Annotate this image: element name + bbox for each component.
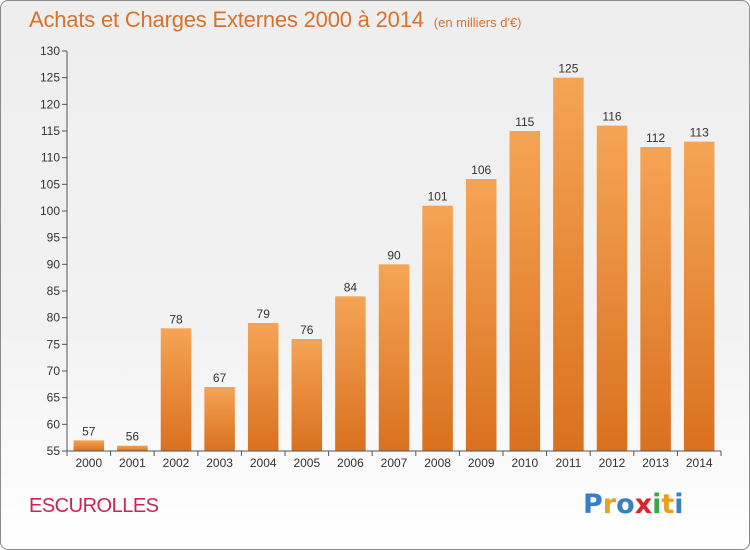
bar-2012[interactable]: [596, 125, 628, 452]
chart-title: Achats et Charges Externes 2000 à 2014: [29, 7, 424, 32]
value-label-2011: 125: [558, 62, 578, 76]
value-label-2001: 56: [126, 430, 140, 444]
x-tick-label-2014: 2014: [686, 456, 713, 470]
x-tick-label-2007: 2007: [381, 456, 408, 470]
value-label-2003: 67: [213, 371, 227, 385]
bar-2007[interactable]: [378, 264, 410, 451]
y-axis: 55 60 65 70 75 80 85 90 95 100 105 110 115 120 125 130: [40, 44, 68, 458]
bars-group: 57 56 78 67 79 76 84 90 101 106 115 125 116 112 113: [73, 62, 715, 452]
value-label-2013: 112: [646, 131, 665, 145]
x-tick-label-2012: 2012: [599, 456, 626, 470]
logo-letter: i: [652, 489, 662, 520]
bar-2013[interactable]: [640, 147, 671, 451]
y-tick-label: 75: [47, 337, 61, 351]
chart-subtitle: (en milliers d'€): [433, 15, 522, 30]
x-tick-label-2004: 2004: [250, 456, 277, 470]
value-label-2010: 115: [515, 115, 534, 129]
logo-letter: r: [602, 489, 617, 520]
bar-2002[interactable]: [160, 328, 192, 451]
y-tick-label: 120: [40, 97, 60, 111]
x-tick-label-2008: 2008: [424, 456, 451, 470]
x-axis: 2000 2001 2002 2003 2004 2005 2006 2007 2008 2009…: [66, 450, 722, 470]
value-label-2007: 90: [387, 248, 401, 262]
value-label-2004: 79: [257, 307, 271, 321]
bar-2011[interactable]: [553, 77, 584, 452]
value-label-2012: 116: [602, 110, 621, 124]
y-tick-label: 125: [40, 71, 60, 85]
logo-letter: P: [583, 489, 603, 520]
y-tick-label: 85: [47, 284, 61, 298]
x-tick-label-2011: 2011: [555, 456, 581, 470]
y-tick-label: 80: [47, 311, 61, 325]
x-tick-label-2002: 2002: [163, 456, 190, 470]
y-tick-label: 55: [47, 444, 61, 458]
y-tick-label: 105: [40, 177, 60, 191]
proxiti-logo[interactable]: Proxiti: [583, 489, 684, 520]
value-label-2005: 76: [300, 323, 314, 337]
bar-2010[interactable]: [509, 131, 541, 451]
logo-letter: i: [674, 489, 684, 520]
title-row: Achats et Charges Externes 2000 à 2014 (e…: [29, 7, 522, 33]
y-tick-label: 60: [47, 417, 61, 431]
bar-2009[interactable]: [465, 179, 497, 451]
y-tick-label: 110: [41, 151, 60, 165]
y-tick-label: 95: [47, 231, 61, 245]
x-tick-label-2010: 2010: [511, 456, 538, 470]
x-tick-label-2005: 2005: [293, 456, 320, 470]
value-label-2009: 106: [471, 163, 491, 177]
logo-letter: o: [616, 489, 635, 520]
x-tick-label-2003: 2003: [206, 456, 233, 470]
bar-2004[interactable]: [247, 323, 279, 451]
bar-2014[interactable]: [683, 141, 715, 451]
y-tick-label: 90: [47, 257, 61, 271]
value-label-2014: 113: [690, 126, 709, 140]
bar-2006[interactable]: [335, 296, 366, 451]
y-tick-label: 70: [47, 364, 61, 378]
x-tick-label-2000: 2000: [75, 456, 102, 470]
x-tick-label-2009: 2009: [468, 456, 495, 470]
y-tick-label: 115: [41, 124, 60, 138]
x-tick-label-2006: 2006: [337, 456, 364, 470]
value-label-2000: 57: [82, 424, 96, 438]
bar-2008[interactable]: [422, 205, 453, 451]
logo-letter: x: [634, 489, 653, 520]
y-tick-label: 100: [40, 204, 60, 218]
bar-2000[interactable]: [73, 440, 105, 451]
x-tick-label-2013: 2013: [642, 456, 669, 470]
x-tick-label-2001: 2001: [119, 456, 146, 470]
bar-2003[interactable]: [204, 387, 235, 451]
value-label-2006: 84: [344, 280, 358, 294]
logo-letter: t: [661, 489, 675, 520]
value-label-2002: 78: [169, 312, 183, 326]
y-tick-label: 130: [40, 44, 60, 58]
commune-name: ESCUROLLES: [29, 495, 159, 517]
bar-2005[interactable]: [291, 339, 323, 451]
value-label-2008: 101: [428, 190, 448, 204]
y-tick-label: 65: [47, 391, 61, 405]
bar-2001[interactable]: [117, 445, 148, 451]
